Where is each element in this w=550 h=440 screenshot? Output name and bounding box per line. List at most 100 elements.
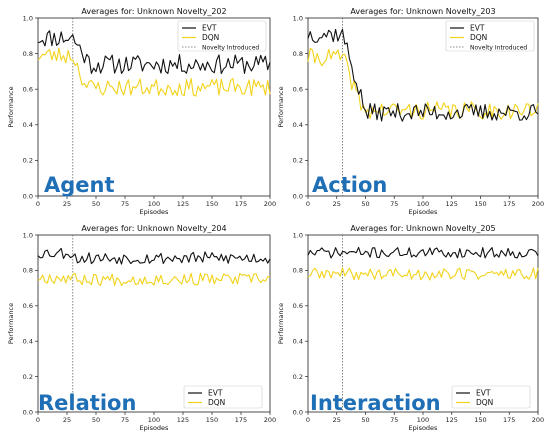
x-tick-label: 200 xyxy=(264,416,276,424)
y-tick-label: 0.6 xyxy=(23,302,33,310)
overlay-label: Interaction xyxy=(310,391,441,415)
y-axis-label: Performance xyxy=(277,86,285,127)
y-tick-label: 0.8 xyxy=(23,50,33,58)
y-tick-label: 0.8 xyxy=(293,267,303,275)
legend-entry: DQN xyxy=(476,398,493,407)
x-tick-label: 0 xyxy=(36,416,40,424)
x-tick-label: 150 xyxy=(474,416,486,424)
y-tick-label: 0.0 xyxy=(293,192,303,200)
x-tick-label: 200 xyxy=(532,200,544,208)
y-axis-label: Performance xyxy=(7,303,15,344)
legend-entry: EVT xyxy=(470,24,485,33)
x-tick-label: 200 xyxy=(532,416,544,424)
x-tick-label: 25 xyxy=(63,416,71,424)
legend-entry: EVT xyxy=(208,389,223,398)
x-axis-label: Episodes xyxy=(140,208,170,216)
x-tick-label: 125 xyxy=(446,416,458,424)
evt-series-line xyxy=(307,246,539,259)
x-tick-label: 150 xyxy=(474,200,486,208)
y-tick-label: 0.2 xyxy=(293,157,303,165)
x-tick-label: 150 xyxy=(206,200,218,208)
x-tick-label: 75 xyxy=(121,200,129,208)
y-tick-label: 0.8 xyxy=(23,267,33,275)
y-tick-label: 0.4 xyxy=(23,338,33,346)
legend-entry: Novelty Introduced xyxy=(202,45,259,52)
chart-panel: Averages for: Unknown Novelty_204 0.0 0.2 0… xyxy=(7,224,276,432)
x-tick-label: 75 xyxy=(390,416,398,424)
x-tick-label: 125 xyxy=(446,200,458,208)
dqn-series-line xyxy=(307,47,539,120)
y-tick-label: 1.0 xyxy=(293,14,303,22)
plot-area xyxy=(37,234,271,413)
evt-series-line xyxy=(307,28,539,122)
legend-box xyxy=(451,385,531,409)
x-tick-label: 175 xyxy=(503,416,515,424)
y-tick-label: 0.6 xyxy=(293,302,303,310)
y-tick-label: 0.0 xyxy=(23,192,33,200)
plot-area xyxy=(307,234,539,413)
x-tick-label: 25 xyxy=(333,416,341,424)
y-tick-label: 0.4 xyxy=(23,121,33,129)
y-tick-label: 1.0 xyxy=(23,14,33,22)
x-tick-label: 75 xyxy=(121,416,129,424)
x-axis-label: Episodes xyxy=(140,424,170,432)
x-tick-label: 150 xyxy=(206,416,218,424)
legend-entry: EVT xyxy=(202,24,217,33)
legend-box xyxy=(445,20,535,52)
y-tick-label: 0.6 xyxy=(23,86,33,94)
x-tick-label: 0 xyxy=(306,200,310,208)
legend-entry: DQN xyxy=(470,33,487,42)
overlay-label: Action xyxy=(312,173,387,197)
evt-series-line xyxy=(37,247,271,265)
chart-title: Averages for: Unknown Novelty_203 xyxy=(350,7,495,16)
y-tick-label: 0.0 xyxy=(23,408,33,416)
y-tick-label: 0.0 xyxy=(293,408,303,416)
chart-panel: Averages for: Unknown Novelty_202 0.0 0.2 0… xyxy=(7,7,276,216)
x-tick-label: 25 xyxy=(63,200,71,208)
chart-title: Averages for: Unknown Novelty_205 xyxy=(350,224,495,233)
y-tick-label: 0.4 xyxy=(293,121,303,129)
y-tick-label: 0.6 xyxy=(293,86,303,94)
x-axis-label: Episodes xyxy=(409,424,439,432)
dqn-series-line xyxy=(307,267,539,281)
chart-title: Averages for: Unknown Novelty_202 xyxy=(81,7,226,16)
x-tick-label: 25 xyxy=(333,200,341,208)
x-tick-label: 175 xyxy=(503,200,515,208)
dqn-series-line xyxy=(37,47,271,97)
chart-title: Averages for: Unknown Novelty_204 xyxy=(81,224,226,233)
y-axis-label: Performance xyxy=(7,86,15,127)
legend-entry: DQN xyxy=(202,33,219,42)
chart-panel: Averages for: Unknown Novelty_203 0.0 0.2 0… xyxy=(277,7,544,216)
x-tick-label: 200 xyxy=(264,200,276,208)
legend-entry: Novelty Introduced xyxy=(470,45,527,52)
overlay-label: Agent xyxy=(44,173,115,197)
x-tick-label: 125 xyxy=(177,200,189,208)
evt-series-line xyxy=(37,30,271,75)
x-tick-label: 100 xyxy=(148,416,160,424)
x-tick-label: 50 xyxy=(92,200,100,208)
legend-box xyxy=(177,20,267,52)
legend-entry: EVT xyxy=(476,389,491,398)
x-tick-label: 100 xyxy=(148,200,160,208)
overlay-label: Relation xyxy=(38,391,136,415)
x-tick-label: 50 xyxy=(92,416,100,424)
x-tick-label: 100 xyxy=(417,416,429,424)
x-tick-label: 75 xyxy=(390,200,398,208)
x-tick-label: 0 xyxy=(36,200,40,208)
legend-entry: DQN xyxy=(208,398,225,407)
y-tick-label: 0.2 xyxy=(23,157,33,165)
x-tick-label: 175 xyxy=(235,416,247,424)
x-tick-label: 0 xyxy=(306,416,310,424)
y-tick-label: 0.8 xyxy=(293,50,303,58)
legend-box xyxy=(183,385,263,409)
x-axis-label: Episodes xyxy=(409,208,439,216)
y-tick-label: 1.0 xyxy=(293,231,303,239)
dqn-series-line xyxy=(37,272,271,286)
y-tick-label: 1.0 xyxy=(23,231,33,239)
x-tick-label: 50 xyxy=(361,416,369,424)
